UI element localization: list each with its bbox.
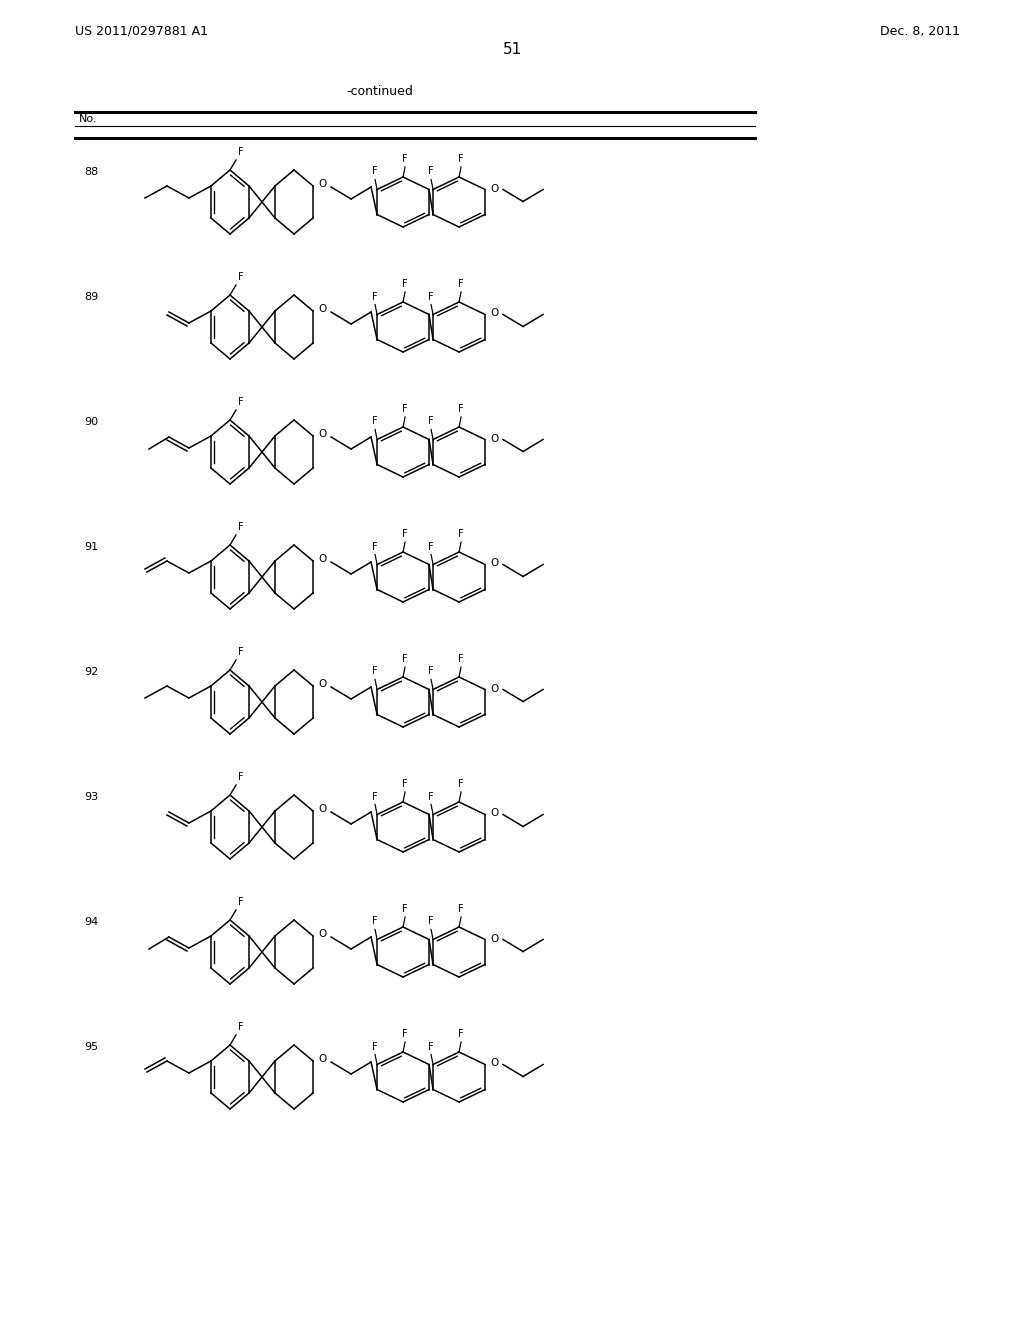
Text: F: F: [402, 279, 408, 289]
Text: F: F: [373, 541, 378, 552]
Text: F: F: [238, 397, 244, 407]
Text: F: F: [428, 166, 434, 177]
Text: F: F: [238, 272, 244, 282]
Text: F: F: [238, 1022, 244, 1032]
Text: O: O: [490, 933, 499, 944]
Text: F: F: [402, 404, 408, 414]
Text: O: O: [490, 433, 499, 444]
Text: O: O: [318, 929, 327, 939]
Text: F: F: [428, 916, 434, 927]
Text: 95: 95: [84, 1041, 98, 1052]
Text: F: F: [238, 147, 244, 157]
Text: F: F: [459, 529, 464, 539]
Text: F: F: [402, 154, 408, 164]
Text: O: O: [318, 429, 327, 440]
Text: O: O: [490, 309, 499, 318]
Text: F: F: [373, 916, 378, 927]
Text: O: O: [318, 804, 327, 814]
Text: F: F: [428, 792, 434, 801]
Text: F: F: [238, 647, 244, 657]
Text: F: F: [402, 653, 408, 664]
Text: US 2011/0297881 A1: US 2011/0297881 A1: [75, 25, 208, 38]
Text: F: F: [238, 521, 244, 532]
Text: F: F: [373, 417, 378, 426]
Text: O: O: [490, 1059, 499, 1068]
Text: F: F: [402, 1030, 408, 1039]
Text: O: O: [490, 558, 499, 569]
Text: O: O: [318, 554, 327, 564]
Text: F: F: [402, 529, 408, 539]
Text: F: F: [459, 1030, 464, 1039]
Text: O: O: [490, 808, 499, 818]
Text: 51: 51: [503, 42, 521, 57]
Text: F: F: [373, 792, 378, 801]
Text: F: F: [428, 417, 434, 426]
Text: O: O: [490, 183, 499, 194]
Text: No.: No.: [79, 114, 97, 124]
Text: -continued: -continued: [346, 84, 414, 98]
Text: 90: 90: [84, 417, 98, 426]
Text: F: F: [459, 404, 464, 414]
Text: F: F: [459, 653, 464, 664]
Text: 94: 94: [84, 917, 98, 927]
Text: F: F: [402, 779, 408, 789]
Text: F: F: [428, 541, 434, 552]
Text: O: O: [318, 1053, 327, 1064]
Text: O: O: [318, 304, 327, 314]
Text: F: F: [428, 667, 434, 676]
Text: F: F: [238, 772, 244, 781]
Text: O: O: [318, 180, 327, 189]
Text: O: O: [490, 684, 499, 693]
Text: 89: 89: [84, 292, 98, 302]
Text: F: F: [459, 279, 464, 289]
Text: 92: 92: [84, 667, 98, 677]
Text: F: F: [373, 667, 378, 676]
Text: F: F: [459, 154, 464, 164]
Text: F: F: [373, 1041, 378, 1052]
Text: F: F: [238, 898, 244, 907]
Text: F: F: [373, 292, 378, 301]
Text: F: F: [428, 292, 434, 301]
Text: F: F: [373, 166, 378, 177]
Text: Dec. 8, 2011: Dec. 8, 2011: [880, 25, 961, 38]
Text: 88: 88: [84, 168, 98, 177]
Text: 93: 93: [84, 792, 98, 803]
Text: F: F: [459, 904, 464, 913]
Text: F: F: [402, 904, 408, 913]
Text: F: F: [459, 779, 464, 789]
Text: O: O: [318, 678, 327, 689]
Text: F: F: [428, 1041, 434, 1052]
Text: 91: 91: [84, 543, 98, 552]
